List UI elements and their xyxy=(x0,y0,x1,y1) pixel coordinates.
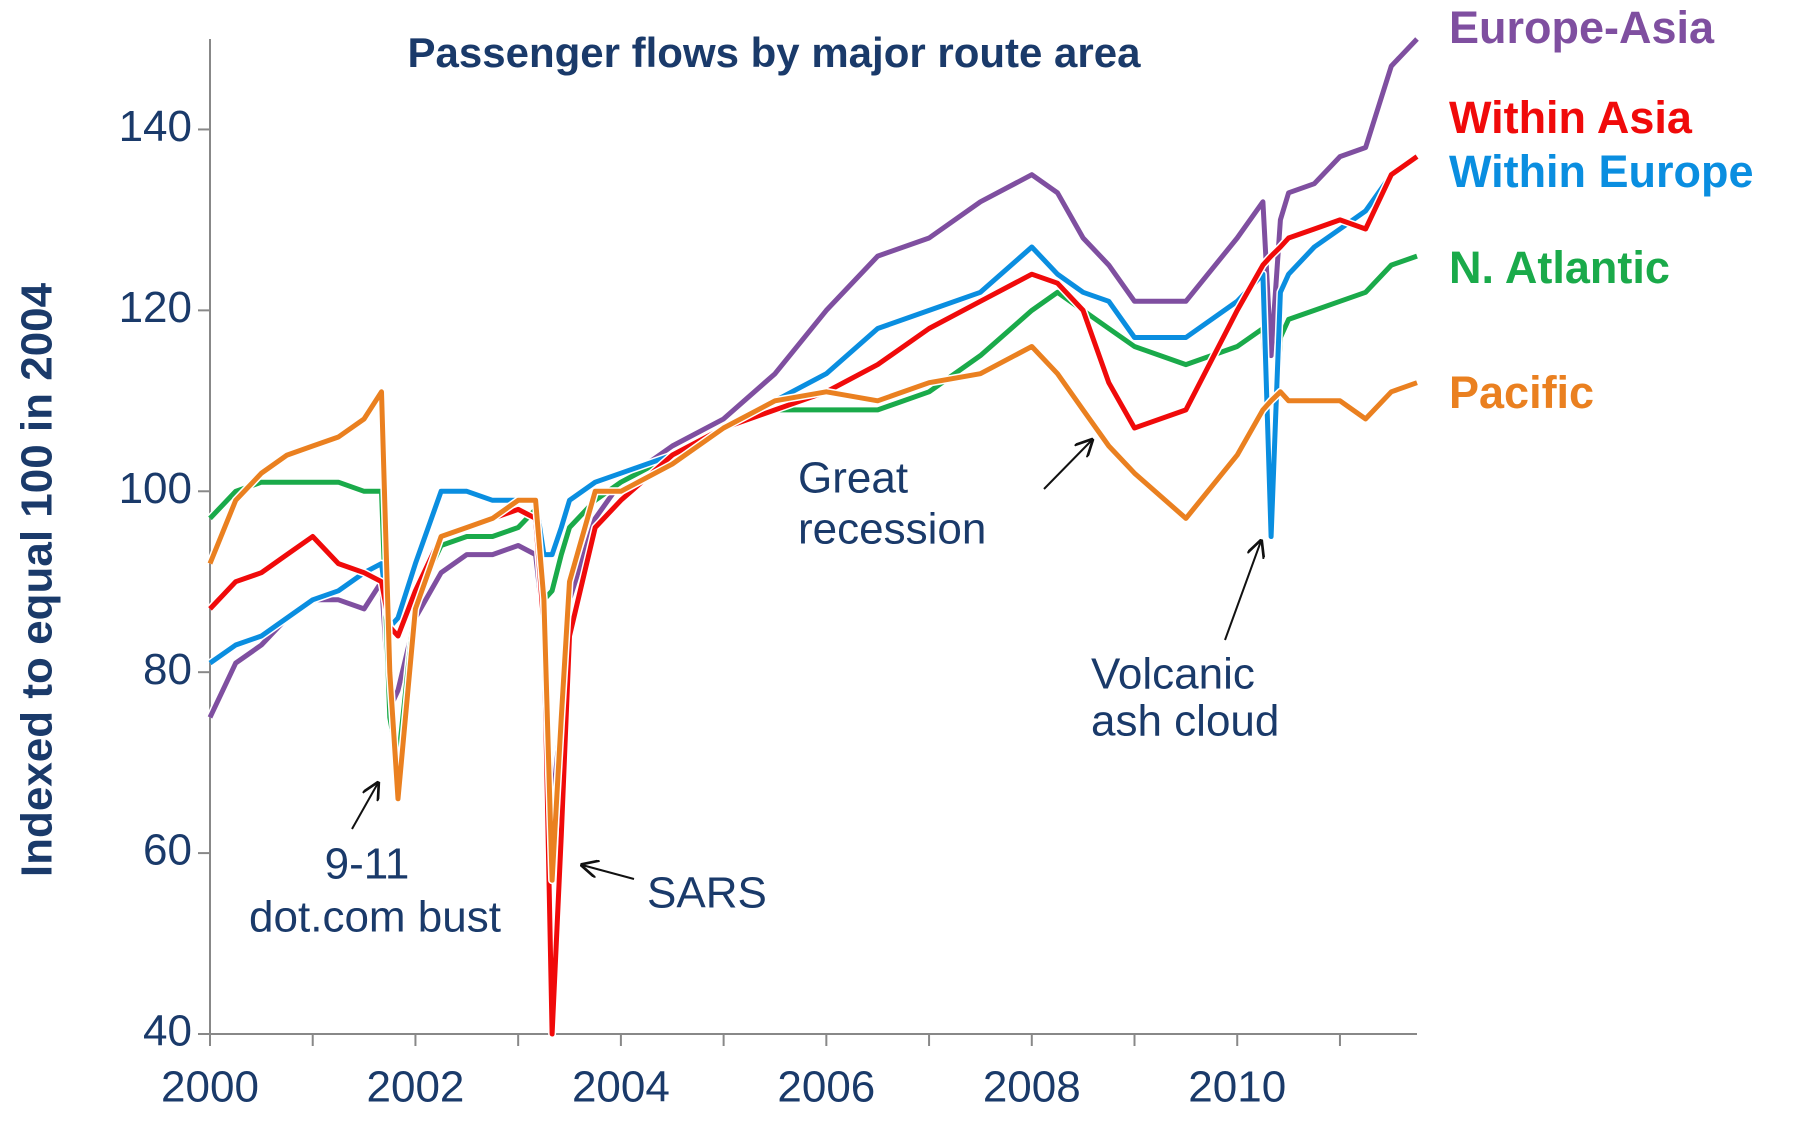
x-tick-label: 2008 xyxy=(983,1063,1081,1112)
annotation: Great xyxy=(798,454,908,503)
legend-label: Within Asia xyxy=(1449,92,1693,143)
legend-label: Europe-Asia xyxy=(1449,2,1715,53)
annotation-arrow xyxy=(582,865,635,880)
legend-label: Pacific xyxy=(1449,367,1594,418)
y-tick-label: 100 xyxy=(119,464,192,513)
annotation: 9-11 xyxy=(325,840,410,889)
y-tick-label: 80 xyxy=(143,645,192,694)
chart-title: Passenger flows by major route area xyxy=(408,29,1142,76)
annotation-arrow xyxy=(1224,541,1261,641)
y-tick-label: 40 xyxy=(143,1007,192,1056)
y-tick-label: 60 xyxy=(143,826,192,875)
legend-label: N. Atlantic xyxy=(1449,242,1670,293)
y-tick-label: 120 xyxy=(119,283,192,332)
x-tick-label: 2002 xyxy=(367,1063,465,1112)
annotation-arrow xyxy=(1043,440,1092,490)
annotation: Volcanic xyxy=(1091,650,1255,699)
legend-label: Within Europe xyxy=(1449,146,1754,197)
y-tick-label: 140 xyxy=(119,102,192,151)
x-tick-label: 2000 xyxy=(161,1063,259,1112)
x-tick-label: 2010 xyxy=(1188,1063,1286,1112)
y-axis-label: Indexed to equal 100 in 2004 xyxy=(13,282,62,877)
x-tick-label: 2004 xyxy=(572,1063,670,1112)
annotation: recession xyxy=(798,505,986,554)
x-tick-label: 2006 xyxy=(777,1063,875,1112)
annotation: dot.com bust xyxy=(249,893,501,942)
annotation-arrow xyxy=(351,783,378,830)
line-halo xyxy=(206,342,1419,885)
annotation: ash cloud xyxy=(1091,697,1279,746)
annotation: SARS xyxy=(647,869,767,918)
series-line xyxy=(207,344,1418,883)
